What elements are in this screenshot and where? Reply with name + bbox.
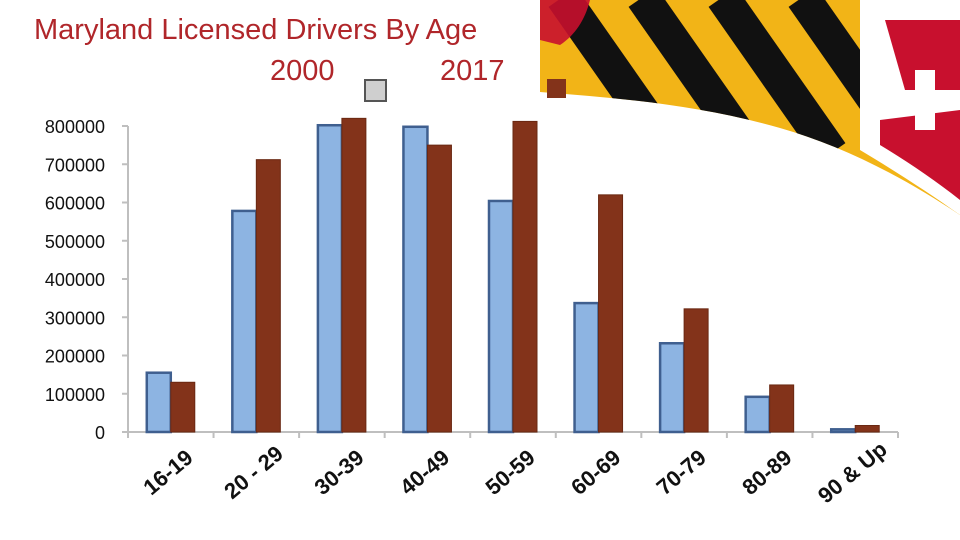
bar-2000-2 xyxy=(316,123,344,434)
bar-2017-8 xyxy=(854,424,880,433)
bar-2000-1 xyxy=(231,209,258,434)
bar-2017-5 xyxy=(598,194,624,433)
legend-swatch-2017 xyxy=(547,79,566,98)
x-tick-label: 60-69 xyxy=(566,445,625,500)
legend-swatch-2000 xyxy=(364,79,387,102)
x-tick-label: 20 - 29 xyxy=(219,441,288,504)
y-tick-label: 0 xyxy=(95,423,105,443)
y-tick-label: 400000 xyxy=(45,270,105,290)
bar-2017-7 xyxy=(769,384,795,433)
legend-label-2000: 2000 xyxy=(270,55,335,87)
bar-2000-0 xyxy=(145,371,173,434)
x-tick-label: 70-79 xyxy=(652,445,711,500)
x-tick-label: 50-59 xyxy=(481,445,540,500)
x-tick-label: 80-89 xyxy=(737,445,796,500)
y-tick-label: 500000 xyxy=(45,232,105,252)
bar-2017-1 xyxy=(255,159,281,433)
legend-label-2017: 2017 xyxy=(440,55,505,87)
bar-2000-7 xyxy=(744,395,771,434)
y-tick-label: 200000 xyxy=(45,347,105,367)
bar-2017-0 xyxy=(170,381,196,433)
bar-2017-3 xyxy=(426,144,452,433)
bar-2000-6 xyxy=(658,342,686,434)
y-tick-label: 600000 xyxy=(45,194,105,214)
bar-2000-5 xyxy=(573,301,600,434)
bar-2000-4 xyxy=(487,199,515,434)
bar-2000-3 xyxy=(402,125,429,434)
x-tick-label: 16-19 xyxy=(138,445,197,500)
y-tick-label: 700000 xyxy=(45,155,105,175)
chart-title: Maryland Licensed Drivers By Age xyxy=(34,14,478,46)
bar-2017-6 xyxy=(683,308,709,433)
y-tick-label: 800000 xyxy=(45,117,105,137)
y-tick-label: 300000 xyxy=(45,308,105,328)
bar-2017-4 xyxy=(512,120,538,433)
bar-2017-2 xyxy=(341,117,367,433)
y-tick-label: 100000 xyxy=(45,385,105,405)
x-tick-label: 90 & Up xyxy=(813,436,892,508)
x-tick-label: 30-39 xyxy=(309,445,368,500)
x-tick-label: 40-49 xyxy=(395,445,454,500)
bar-2000-8 xyxy=(829,428,857,434)
